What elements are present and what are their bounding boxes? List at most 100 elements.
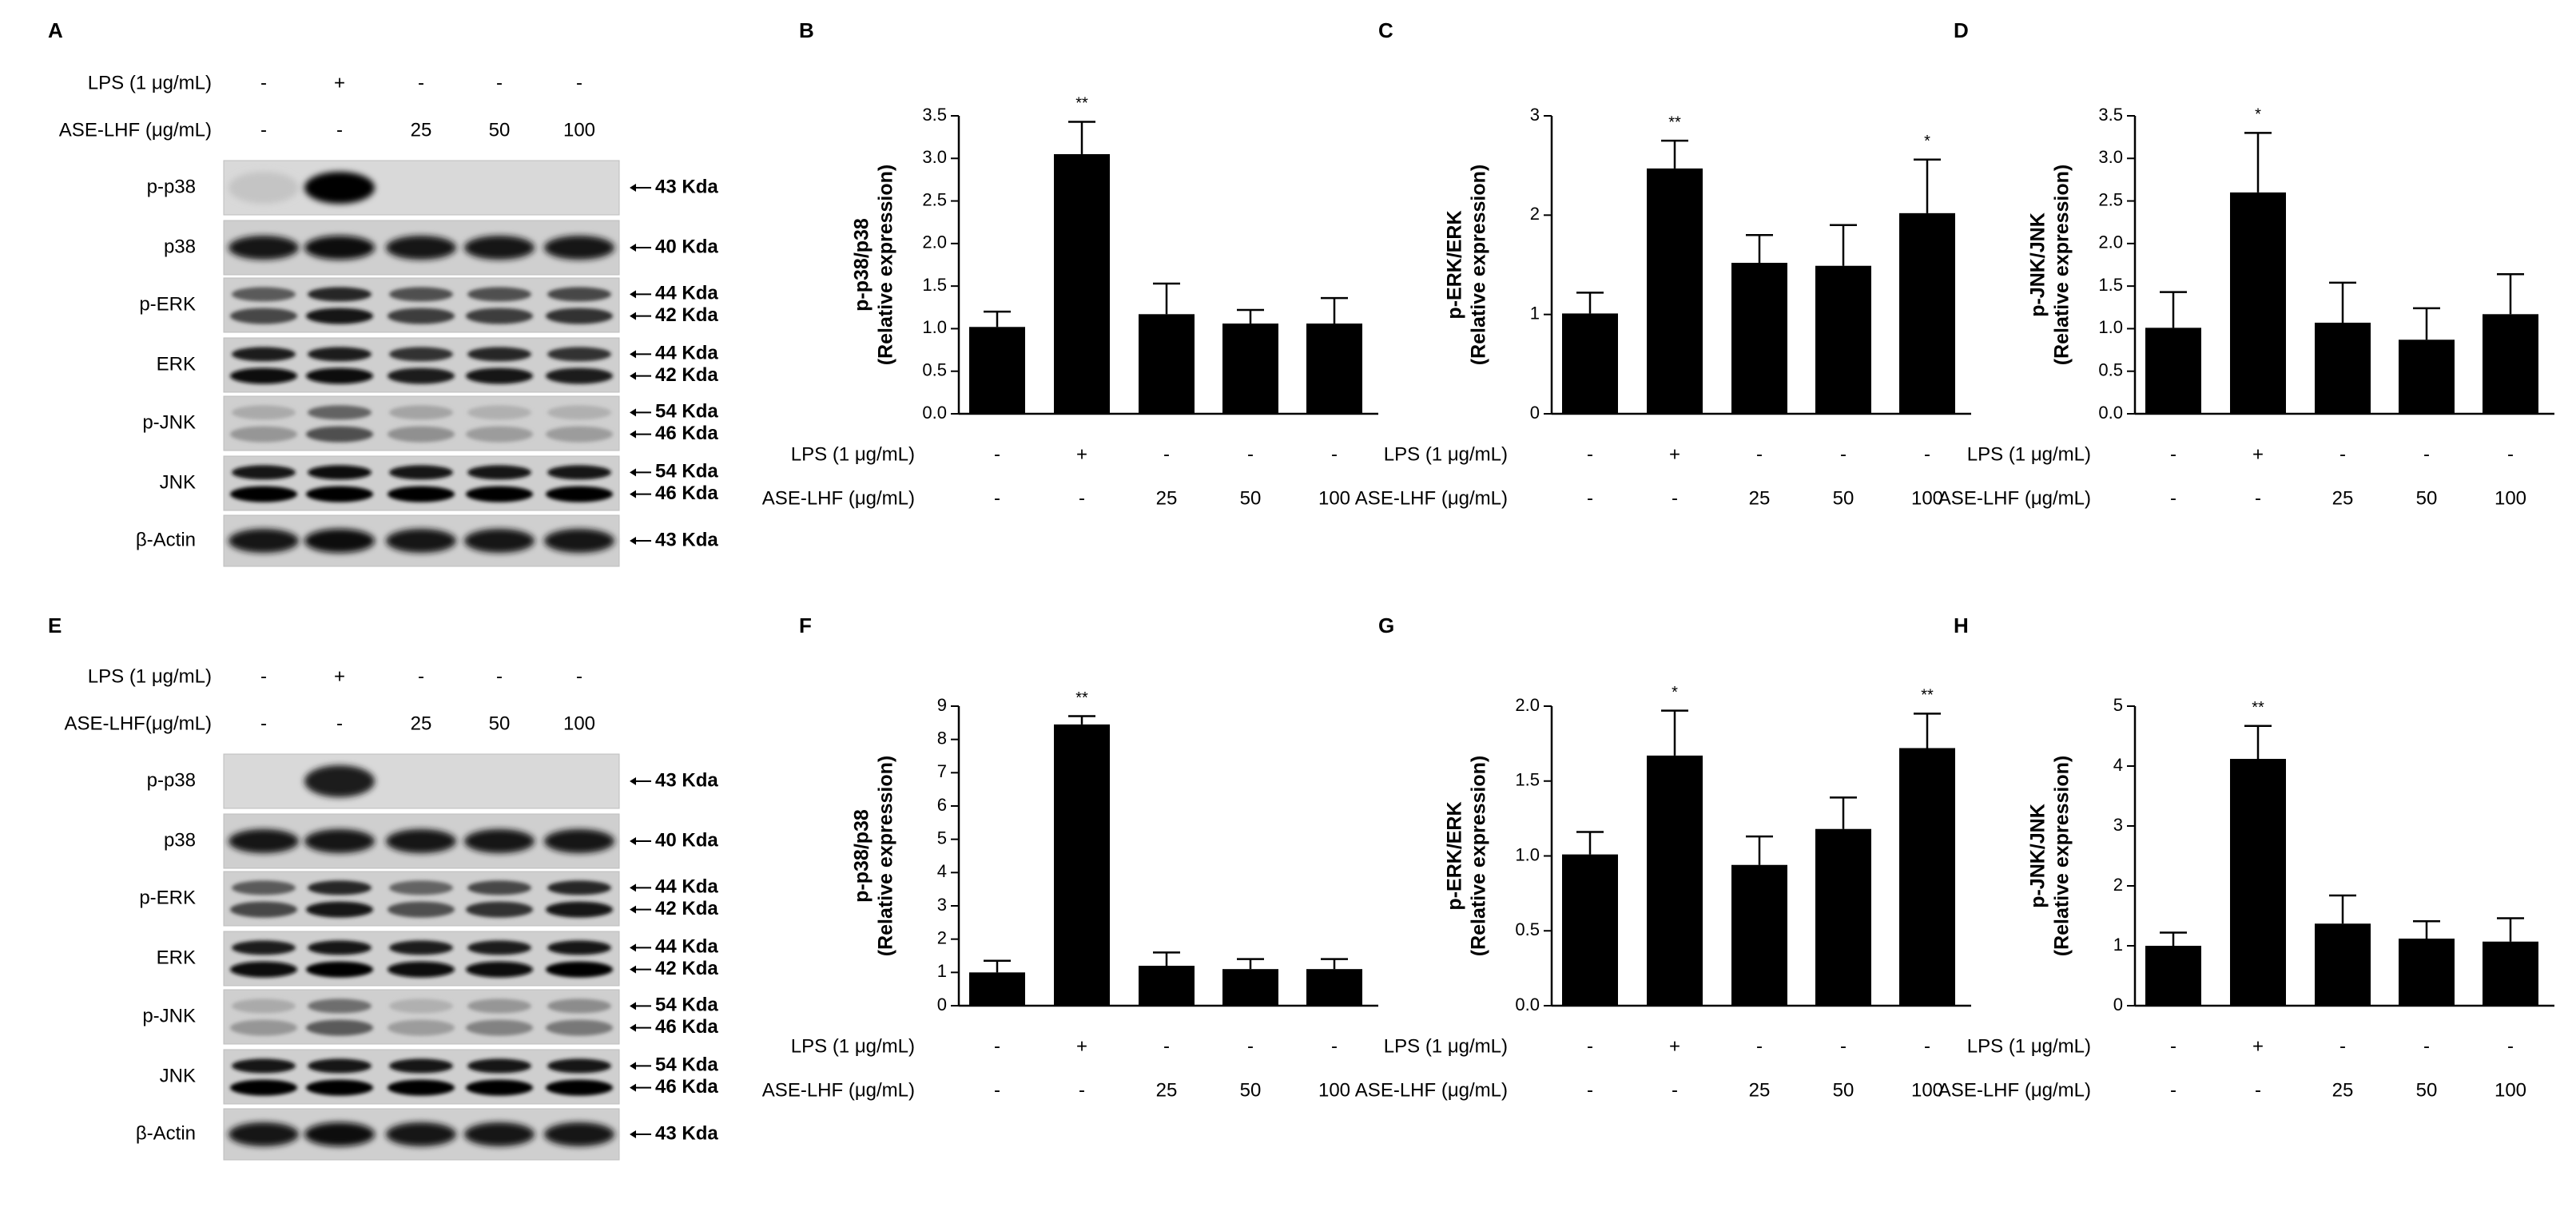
bar <box>1306 969 1362 1006</box>
top-lps-value: - <box>418 72 424 93</box>
blot-band <box>389 999 453 1014</box>
x-row-ase-value: 100 <box>1911 1079 1943 1101</box>
blot-band <box>232 465 296 480</box>
x-row-ase-value: 25 <box>1749 487 1771 509</box>
blot-marker-label: 42 Kda <box>655 958 718 979</box>
x-row-lps-value: - <box>2339 1035 2346 1057</box>
blot-band <box>547 405 611 420</box>
bottom-ase-label: ASE-LHF(μg/mL) <box>64 713 212 734</box>
blot-band <box>467 999 531 1014</box>
x-row-ase-value: - <box>1672 487 1678 509</box>
blot-band <box>467 940 531 955</box>
blot-band <box>546 367 613 384</box>
blot-band <box>466 486 533 502</box>
x-row-ase-value: - <box>2255 487 2261 509</box>
blot-band <box>230 367 297 384</box>
x-row-lps-value: - <box>2423 443 2430 465</box>
top-lps-value: - <box>260 72 267 93</box>
blot-band <box>306 367 373 384</box>
x-row-ase-label: ASE-LHF (μg/mL) <box>1355 1079 1508 1101</box>
y-tick-label: 0 <box>937 995 947 1014</box>
y-tick-label: 8 <box>937 728 947 748</box>
x-row-lps-value: - <box>2423 1035 2430 1057</box>
blot-band <box>308 999 372 1014</box>
y-tick-label: 1 <box>2113 935 2123 955</box>
blot-band <box>546 961 613 978</box>
bar <box>1054 724 1110 1006</box>
y-tick-label: 5 <box>2113 695 2123 715</box>
y-tick-label: 3 <box>937 895 947 915</box>
x-row-ase-value: 100 <box>1318 1079 1350 1101</box>
marker-arrow-head <box>630 1023 636 1032</box>
x-row-lps-value: - <box>1587 1035 1593 1057</box>
bar <box>1731 263 1787 414</box>
marker-arrow-head <box>630 290 636 299</box>
y-tick-label: 3 <box>2113 815 2123 835</box>
blot-band <box>232 287 296 302</box>
blot-band <box>230 1019 297 1036</box>
top-lps-label: LPS (1 μg/mL) <box>88 72 212 93</box>
x-row-ase-label: ASE-LHF (μg/mL) <box>1938 1079 2091 1101</box>
blot-band <box>389 940 453 955</box>
y-tick-label: 0.0 <box>2098 403 2123 423</box>
y-tick-label: 0.5 <box>2098 360 2123 380</box>
blot-band <box>308 287 372 302</box>
bar <box>2315 923 2371 1006</box>
x-row-ase-value: - <box>994 1079 1000 1101</box>
x-row-lps-value: - <box>1247 1035 1254 1057</box>
blot-protein-label: JNK <box>160 471 196 493</box>
bottom-ase-value: 50 <box>489 713 511 734</box>
y-tick-label: 0.0 <box>922 403 947 423</box>
y-tick-label: 2 <box>2113 875 2123 895</box>
bottom-lps-value: - <box>576 665 582 687</box>
blot-marker-label: 54 Kda <box>655 995 718 1016</box>
blot-band <box>304 765 375 797</box>
x-row-lps-value: - <box>2507 443 2514 465</box>
blot-band <box>467 465 531 480</box>
bar <box>1647 168 1703 414</box>
blot-band <box>306 961 373 978</box>
blot-strip <box>223 337 620 393</box>
top-ase-value: - <box>260 119 267 141</box>
x-row-ase-label: ASE-LHF (μg/mL) <box>1938 487 2091 509</box>
significance-marker: ** <box>1668 113 1681 131</box>
blot-protein-label: p-p38 <box>147 176 196 197</box>
x-row-lps-value: + <box>1669 443 1680 465</box>
blot-band <box>547 940 611 955</box>
blot-marker-label: 42 Kda <box>655 364 718 386</box>
x-row-ase-value: 25 <box>1156 1079 1178 1101</box>
blot-marker-label: 46 Kda <box>655 1076 718 1098</box>
x-row-lps-value: + <box>1669 1035 1680 1057</box>
blot-band <box>546 901 613 918</box>
blot-marker-label: 44 Kda <box>655 876 718 898</box>
y-axis-label: (Relative expression) <box>2051 165 2073 366</box>
bar <box>1731 864 1787 1006</box>
blot-band <box>232 1058 296 1074</box>
y-tick-label: 0 <box>2113 995 2123 1014</box>
panel-letter-g: G <box>1378 613 1394 637</box>
x-row-ase-value: 50 <box>1240 1079 1262 1101</box>
blot-marker-label: 43 Kda <box>655 1122 718 1144</box>
blot-strip <box>223 277 620 333</box>
marker-arrow-head <box>630 408 636 417</box>
blot-band <box>304 529 375 553</box>
marker-arrow-head <box>630 1002 636 1010</box>
panel-letter-e: E <box>48 613 62 637</box>
x-row-lps-value: - <box>1587 443 1593 465</box>
blot-protein-label: β-Actin <box>136 529 196 550</box>
x-row-lps-value: - <box>1924 443 1930 465</box>
y-tick-label: 0 <box>1530 403 1540 423</box>
y-axis-label: (Relative expression) <box>1468 165 1490 366</box>
panel-letter-b: B <box>799 18 814 42</box>
blot-protein-label: JNK <box>160 1065 196 1086</box>
x-row-ase-value: - <box>1079 487 1085 509</box>
bottom-ase-value: 25 <box>411 713 432 734</box>
top-ase-value: 50 <box>489 119 511 141</box>
x-row-lps-label: LPS (1 μg/mL) <box>1384 443 1508 465</box>
blot-band <box>466 901 533 918</box>
blot-marker-label: 43 Kda <box>655 529 718 550</box>
blot-band <box>229 529 299 553</box>
y-tick-label: 2.0 <box>922 232 947 252</box>
bar <box>1562 854 1618 1006</box>
